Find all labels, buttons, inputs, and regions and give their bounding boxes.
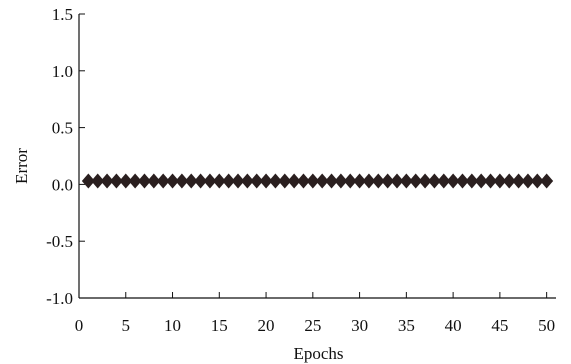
data-point-marker	[427, 173, 441, 189]
data-point-marker	[530, 173, 544, 189]
data-point-marker	[502, 173, 516, 189]
data-point-marker	[399, 173, 413, 189]
data-point-marker	[455, 173, 469, 189]
data-point-marker	[306, 173, 320, 189]
data-point-marker	[325, 173, 339, 189]
data-point-marker	[81, 173, 95, 189]
x-tick-label: 10	[164, 316, 181, 335]
x-tick-label: 40	[445, 316, 462, 335]
data-point-marker	[484, 173, 498, 189]
data-point-marker	[212, 173, 226, 189]
data-point-marker	[287, 173, 301, 189]
data-point-marker	[465, 173, 479, 189]
data-point-marker	[194, 173, 208, 189]
data-point-marker	[493, 173, 507, 189]
data-point-marker	[240, 173, 254, 189]
data-point-marker	[474, 173, 488, 189]
data-point-marker	[184, 173, 198, 189]
data-point-marker	[278, 173, 292, 189]
data-point-marker	[250, 173, 264, 189]
data-point-marker	[109, 173, 123, 189]
x-tick-label: 50	[538, 316, 555, 335]
data-point-marker	[91, 173, 105, 189]
x-tick-label: 25	[304, 316, 321, 335]
y-axis-ticks: 1.5 1.0 0.5 0.0 -0.5 -1.0	[46, 5, 85, 308]
data-point-marker	[540, 173, 554, 189]
data-point-marker	[381, 173, 395, 189]
x-tick-label: 35	[398, 316, 415, 335]
data-point-marker	[137, 173, 151, 189]
y-tick-label: -1.0	[46, 289, 73, 308]
x-axis-label: Epochs	[293, 344, 343, 363]
data-point-marker	[203, 173, 217, 189]
data-point-marker	[521, 173, 535, 189]
data-point-marker	[147, 173, 161, 189]
data-point-marker	[156, 173, 170, 189]
data-point-marker	[268, 173, 282, 189]
data-point-marker	[446, 173, 460, 189]
x-tick-label: 30	[351, 316, 368, 335]
data-point-marker	[371, 173, 385, 189]
data-point-marker	[100, 173, 114, 189]
y-tick-label: 0.5	[52, 119, 73, 138]
x-tick-label: 0	[75, 316, 84, 335]
data-point-marker	[128, 173, 142, 189]
data-point-marker	[409, 173, 423, 189]
data-markers	[81, 173, 554, 189]
x-axis-ticks: 0 5 10 15 20 25 30 35 40 45 50	[75, 292, 555, 335]
y-tick-label: 1.0	[52, 62, 73, 81]
data-point-marker	[418, 173, 432, 189]
data-point-marker	[166, 173, 180, 189]
y-tick-label: 0.0	[52, 175, 73, 194]
data-point-marker	[390, 173, 404, 189]
data-point-marker	[222, 173, 236, 189]
data-point-marker	[334, 173, 348, 189]
data-point-marker	[315, 173, 329, 189]
data-point-marker	[512, 173, 526, 189]
data-point-marker	[259, 173, 273, 189]
y-axis-label: Error	[12, 148, 31, 184]
y-tick-label: -0.5	[46, 232, 73, 251]
y-tick-label: 1.5	[52, 5, 73, 24]
x-tick-label: 20	[258, 316, 275, 335]
data-point-marker	[119, 173, 133, 189]
data-point-marker	[175, 173, 189, 189]
data-point-marker	[437, 173, 451, 189]
data-point-marker	[296, 173, 310, 189]
x-tick-label: 45	[491, 316, 508, 335]
data-point-marker	[343, 173, 357, 189]
data-point-marker	[231, 173, 245, 189]
x-tick-label: 15	[211, 316, 228, 335]
data-point-marker	[362, 173, 376, 189]
data-point-marker	[353, 173, 367, 189]
x-tick-label: 5	[122, 316, 131, 335]
